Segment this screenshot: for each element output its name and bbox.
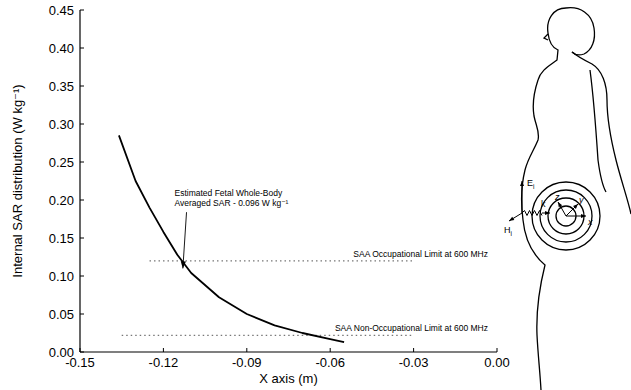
x-axis-title: X axis (m) xyxy=(259,371,318,386)
field-contour xyxy=(540,190,592,242)
x-axis-arrow-head xyxy=(581,214,586,218)
reference-label: SAA Occupational Limit at 600 MHz xyxy=(353,249,488,259)
axis-symbol: x xyxy=(587,217,593,227)
sar-curve xyxy=(119,135,344,342)
k-arrow-head xyxy=(545,211,550,215)
y-tick xyxy=(80,238,84,239)
y-tick-label: 0.15 xyxy=(49,231,74,246)
y-tick-label: 0.30 xyxy=(49,117,74,132)
y-tick xyxy=(80,162,84,163)
nose xyxy=(544,34,548,40)
x-tick xyxy=(80,348,81,352)
hair-outline xyxy=(566,8,595,55)
reference-label: SAA Non-Occupational Limit at 600 MHz xyxy=(335,323,488,333)
reference-line xyxy=(150,260,414,261)
x-tick-label: -0.12 xyxy=(149,355,179,370)
x-axis-line xyxy=(80,351,497,352)
y-tick-label: 0.05 xyxy=(49,307,74,322)
y-tick-label: 0.40 xyxy=(49,41,74,56)
y-tick xyxy=(80,276,84,277)
e-field-arrow-head xyxy=(520,181,524,186)
wave xyxy=(522,211,542,216)
x-tick-label: -0.09 xyxy=(232,355,262,370)
field-contour xyxy=(532,182,600,250)
x-tick xyxy=(246,348,247,352)
x-tick xyxy=(497,348,498,352)
h-field-subscript: i xyxy=(511,230,512,237)
x-tick-label: -0.06 xyxy=(315,355,345,370)
y-tick-label: 0.25 xyxy=(49,155,74,170)
x-tick-label: -0.03 xyxy=(399,355,429,370)
y-tick-label: 0.35 xyxy=(49,79,74,94)
y-tick xyxy=(80,86,84,87)
e-field-subscript: i xyxy=(533,183,534,190)
chart: 0.00 0.05 0.10 0.15 0.20 0.25 0.30 0.35 0.40 0.45… xyxy=(0,0,631,390)
y-tick-label: 0.20 xyxy=(49,193,74,208)
y-tick xyxy=(80,10,84,11)
h-field-arrow xyxy=(509,213,522,221)
y-axis-line xyxy=(79,10,80,352)
body-back-outline xyxy=(572,52,631,214)
annotation-text: Averaged SAR - 0.096 W kg⁻¹ xyxy=(175,198,289,208)
axis-symbol: y xyxy=(578,195,584,205)
y-axis-title: Internal SAR distribution (W kg⁻¹) xyxy=(10,84,25,277)
x-tick-label: -0.15 xyxy=(65,355,95,370)
x-tick-label: 0.00 xyxy=(484,355,509,370)
x-tick xyxy=(163,348,164,352)
k-label: k xyxy=(541,199,546,209)
arm xyxy=(590,70,606,192)
reference-line xyxy=(122,335,414,336)
annotation-text: Estimated Fetal Whole-Body xyxy=(175,188,283,198)
h-field-arrow-head xyxy=(509,217,514,221)
y-axis-arrow-head xyxy=(573,204,578,209)
plot-area xyxy=(119,135,414,342)
illustration xyxy=(522,8,631,390)
annotation-arrowhead xyxy=(181,261,186,268)
body-front-outline xyxy=(522,8,566,390)
y-tick xyxy=(80,314,84,315)
annotation-arrow xyxy=(183,212,187,268)
x-tick xyxy=(330,348,331,352)
y-tick xyxy=(80,200,84,201)
y-tick xyxy=(80,124,84,125)
y-axis-arrow xyxy=(566,204,578,216)
y-tick xyxy=(80,352,84,353)
y-tick xyxy=(80,48,84,49)
axis-symbol: z xyxy=(554,192,560,202)
z-axis-arrow xyxy=(558,202,566,216)
y-tick-label: 0.10 xyxy=(49,269,74,284)
y-tick-label: 0.45 xyxy=(49,3,74,18)
z-axis-arrow-head xyxy=(558,202,562,207)
x-tick xyxy=(413,348,414,352)
